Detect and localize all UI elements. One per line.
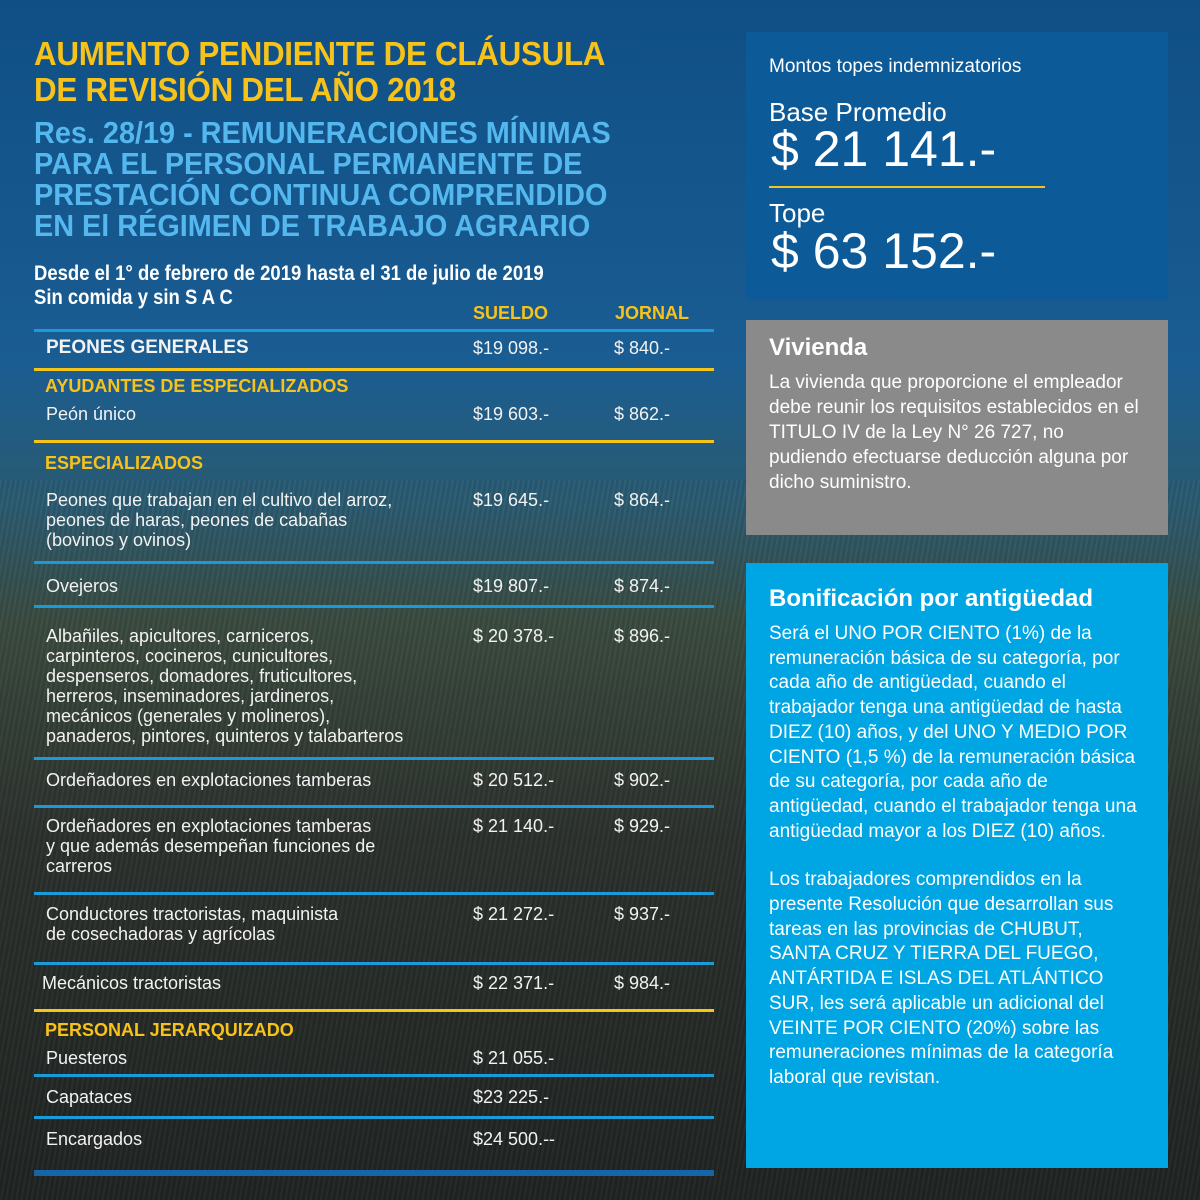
row-jornal: $ 937.- [614,904,671,924]
row-label: Ordeñadores en explotaciones tamberas y … [46,816,376,876]
row-label: PEONES GENERALES [46,337,249,358]
divider [34,1170,714,1176]
row-jornal: $ 874.- [614,576,671,596]
row-label: Peones que trabajan en el cultivo del ar… [46,490,393,550]
divider [34,329,714,332]
row-label: Albañiles, apicultores, carniceros, carp… [46,626,404,746]
row-jornal: $ 864.- [614,490,671,510]
bonificacion-paragraph: Los trabajadores comprendidos en la pres… [769,869,1114,1088]
row-sueldo: $19 098.- [473,338,550,358]
subtitle-line: PRESTACIÓN CONTINUA COMPRENDIDO [34,177,608,212]
vivienda-heading: Vivienda [769,334,868,361]
row-sueldo: $23 225.- [473,1087,550,1107]
section-ayudantes: AYUDANTES DE ESPECIALIZADOS [45,376,349,396]
row-jornal: $ 862.- [614,404,671,424]
topes-panel: Montos topes indemnizatorios Base Promed… [746,32,1168,300]
row-label: Encargados [46,1129,143,1149]
divider [34,805,714,808]
base-value: $ 21 141.- [771,121,997,177]
row-sueldo: $19 807.- [473,576,550,596]
divider [34,1116,714,1119]
divider [34,1074,714,1077]
row-sueldo: $ 20 378.- [473,626,555,646]
bonificacion-panel: Bonificación por antigüedad Será el UNO … [746,563,1168,1168]
vivienda-body: La vivienda que proporcione el empleador… [769,372,1139,493]
row-sueldo: $19 645.- [473,490,550,510]
title-line: DE REVISIÓN DEL AÑO 2018 [34,71,456,108]
row-sueldo: $ 22 371.- [473,973,555,993]
row-label: Conductores tractoristas, maquinista de … [46,904,339,944]
row-sueldo: $24 500.-- [473,1129,556,1149]
header-sueldo: SUELDO [473,303,549,323]
divider [769,186,1045,188]
row-jornal: $ 896.- [614,626,671,646]
subtitle-line: PARA EL PERSONAL PERMANENTE DE [34,146,583,181]
header-jornal: JORNAL [615,303,690,323]
divider [34,561,714,564]
main-title: AUMENTO PENDIENTE DE CLÁUSULA DE REVISIÓN… [34,36,605,108]
row-label: Puesteros [46,1048,128,1068]
base-label: Base Promedio [769,97,947,127]
divider [34,757,714,760]
subtitle-line: Res. 28/19 - REMUNERACIONES MÍNIMAS [34,115,611,150]
row-jornal: $ 984.- [614,973,671,993]
bonificacion-paragraph: Será el UNO POR CIENTO (1%) de la remune… [769,623,1137,842]
tope-label: Tope [769,198,826,228]
row-jornal: $ 840.- [614,338,671,358]
row-jornal: $ 902.- [614,770,671,790]
divider [34,892,714,895]
row-sueldo: $19 603.- [473,404,550,424]
row-label: Peón único [46,404,137,424]
section-jerarquizado: PERSONAL JERARQUIZADO [45,1020,294,1040]
divider [34,605,714,608]
period: Desde el 1° de febrero de 2019 hasta el … [34,262,544,310]
row-label: Capataces [46,1087,133,1107]
subtitle-line: EN El RÉGIMEN DE TRABAJO AGRARIO [34,208,591,243]
subtitle: Res. 28/19 - REMUNERACIONES MÍNIMAS PARA… [34,117,611,241]
bonificacion-heading: Bonificación por antigüedad [769,585,1094,612]
row-label: Ovejeros [46,576,119,596]
row-sueldo: $ 21 140.- [473,816,555,836]
divider [34,368,714,371]
divider [34,962,714,965]
period-conditions: Sin comida y sin S A C [34,286,233,309]
row-sueldo: $ 21 272.- [473,904,555,924]
tope-value: $ 63 152.- [771,223,997,279]
row-label: Mecánicos tractoristas [42,973,222,993]
row-jornal: $ 929.- [614,816,671,836]
row-sueldo: $ 20 512.- [473,770,555,790]
divider [34,440,714,443]
vivienda-panel: Vivienda La vivienda que proporcione el … [746,320,1168,535]
title-line: AUMENTO PENDIENTE DE CLÁUSULA [34,35,606,72]
divider [34,1009,714,1012]
row-label: Ordeñadores en explotaciones tamberas [46,770,372,790]
period-dates: Desde el 1° de febrero de 2019 hasta el … [34,262,544,285]
row-sueldo: $ 21 055.- [473,1048,555,1068]
section-especializados: ESPECIALIZADOS [45,453,204,473]
topes-heading: Montos topes indemnizatorios [769,56,1022,77]
